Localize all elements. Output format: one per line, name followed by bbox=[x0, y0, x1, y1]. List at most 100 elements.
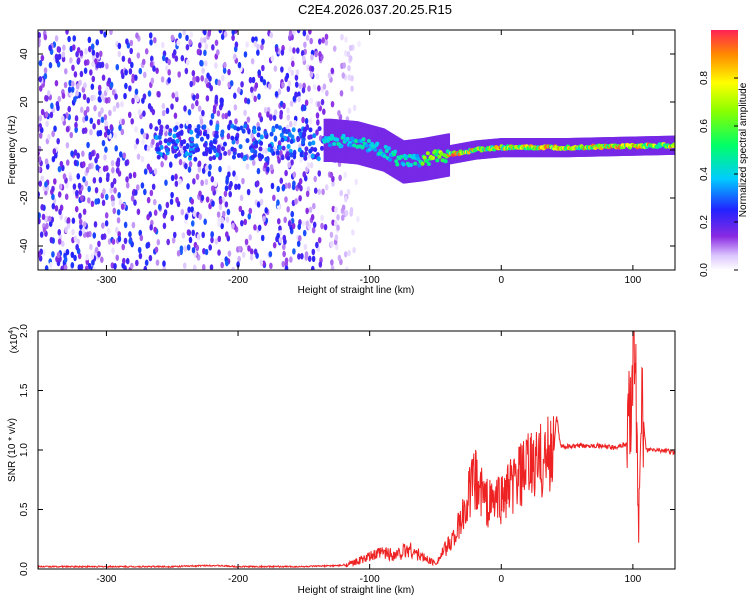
heatmap-cell bbox=[44, 265, 49, 270]
heatmap-cell bbox=[254, 82, 259, 89]
heatmap-cell bbox=[231, 222, 235, 230]
heatmap-cell bbox=[184, 151, 189, 157]
heatmap-cell bbox=[257, 69, 261, 76]
heatmap-cell bbox=[125, 182, 130, 189]
heatmap-cell bbox=[140, 128, 144, 135]
heatmap-cell bbox=[310, 214, 315, 221]
heatmap-cell bbox=[104, 97, 109, 104]
heatmap-cell bbox=[153, 209, 158, 216]
heatmap-cell bbox=[301, 116, 305, 124]
heatmap-cell bbox=[116, 209, 121, 216]
heatmap-cell bbox=[230, 135, 235, 141]
heatmap-cell bbox=[274, 123, 279, 129]
heatmap-cell bbox=[220, 217, 225, 224]
heatmap-cell bbox=[189, 31, 193, 38]
heatmap-cell bbox=[246, 116, 251, 123]
heatmap-cell bbox=[300, 253, 304, 260]
heatmap-cell bbox=[191, 70, 196, 77]
heatmap-cell bbox=[303, 41, 307, 48]
heatmap-cell bbox=[155, 67, 159, 74]
snr-x-label: Height of straight line (km) bbox=[298, 585, 415, 596]
heatmap-cell bbox=[233, 104, 238, 111]
heatmap-cell bbox=[84, 265, 89, 270]
heatmap-cell bbox=[189, 80, 194, 88]
heatmap-cell bbox=[163, 138, 168, 144]
heatmap-cell bbox=[280, 137, 285, 143]
heatmap-cell bbox=[65, 248, 70, 256]
heatmap-x-label: Height of straight line (km) bbox=[298, 285, 415, 296]
heatmap-cell bbox=[270, 182, 275, 190]
heatmap-cell bbox=[344, 36, 348, 43]
colorbar-tick-label: 0.8 bbox=[699, 71, 710, 85]
heatmap-cell bbox=[198, 213, 203, 220]
heatmap-cell bbox=[347, 249, 351, 257]
heatmap-ytick-label: -40 bbox=[19, 238, 30, 253]
heatmap-cell bbox=[86, 97, 91, 104]
heatmap-cell bbox=[213, 180, 218, 187]
heatmap-cell bbox=[61, 51, 66, 58]
heatmap-cell bbox=[167, 137, 172, 143]
heatmap-cell bbox=[330, 265, 335, 270]
heatmap-cell bbox=[158, 140, 163, 146]
heatmap-cell bbox=[83, 67, 88, 74]
heatmap-cell bbox=[237, 255, 241, 263]
heatmap-cell bbox=[216, 144, 221, 150]
heatmap-cell bbox=[329, 231, 334, 238]
heatmap-cell bbox=[198, 190, 202, 197]
heatmap-cell bbox=[38, 85, 43, 92]
heatmap-cell bbox=[123, 221, 128, 229]
heatmap-cell bbox=[247, 245, 251, 252]
heatmap-cell bbox=[281, 260, 286, 268]
heatmap-cell bbox=[124, 69, 128, 76]
snr-y-scale: (x104) bbox=[8, 327, 20, 354]
heatmap-cell bbox=[61, 55, 66, 63]
heatmap-cell bbox=[165, 147, 170, 153]
heatmap-cell bbox=[292, 47, 296, 54]
heatmap-cell bbox=[208, 75, 212, 82]
heatmap-cell bbox=[258, 112, 262, 119]
heatmap-cell bbox=[100, 107, 104, 114]
heatmap-cell bbox=[209, 119, 213, 126]
heatmap-cell bbox=[256, 49, 260, 56]
heatmap-cell bbox=[259, 154, 264, 160]
heatmap-cell bbox=[218, 30, 223, 34]
heatmap-cell bbox=[105, 175, 110, 183]
heatmap-cell bbox=[240, 209, 245, 217]
heatmap-cell bbox=[277, 88, 282, 95]
heatmap-cell bbox=[59, 204, 64, 211]
heatmap-cell bbox=[76, 46, 81, 54]
heatmap-cell bbox=[285, 151, 290, 157]
heatmap-cell bbox=[287, 161, 291, 169]
heatmap-cell bbox=[100, 233, 105, 241]
heatmap-cell bbox=[309, 97, 314, 105]
heatmap-cell bbox=[149, 224, 153, 231]
heatmap-cell bbox=[100, 256, 104, 263]
heatmap-cell bbox=[54, 80, 59, 87]
heatmap-cell bbox=[202, 36, 207, 44]
heatmap-cell bbox=[315, 73, 320, 80]
heatmap-cell bbox=[294, 91, 298, 98]
heatmap-cell bbox=[212, 107, 217, 115]
heatmap-cell bbox=[159, 128, 164, 134]
heatmap-cell bbox=[303, 151, 308, 157]
heatmap-cell bbox=[272, 114, 277, 121]
heatmap-cell bbox=[121, 243, 126, 251]
heatmap-cell bbox=[118, 124, 122, 131]
heatmap-cell bbox=[188, 236, 193, 244]
heatmap-cell bbox=[61, 92, 66, 99]
heatmap-cell bbox=[443, 159, 448, 164]
heatmap-cell bbox=[125, 176, 129, 183]
heatmap-cell bbox=[117, 235, 122, 243]
heatmap-cell bbox=[162, 54, 166, 62]
heatmap-xtick-label: -100 bbox=[360, 275, 380, 286]
colorbar-gradient bbox=[711, 30, 738, 270]
heatmap-cell bbox=[213, 148, 218, 154]
heatmap-cell bbox=[348, 143, 353, 148]
heatmap-cell bbox=[78, 230, 83, 237]
heatmap-cell bbox=[284, 169, 288, 177]
heatmap-cell bbox=[301, 137, 306, 143]
heatmap-cell bbox=[56, 251, 61, 259]
heatmap-cell bbox=[296, 30, 301, 34]
colorbar: 0.0 0.2 0.4 0.6 0.8 Normalized spectral ampl… bbox=[699, 30, 749, 277]
heatmap-cell bbox=[174, 125, 179, 131]
